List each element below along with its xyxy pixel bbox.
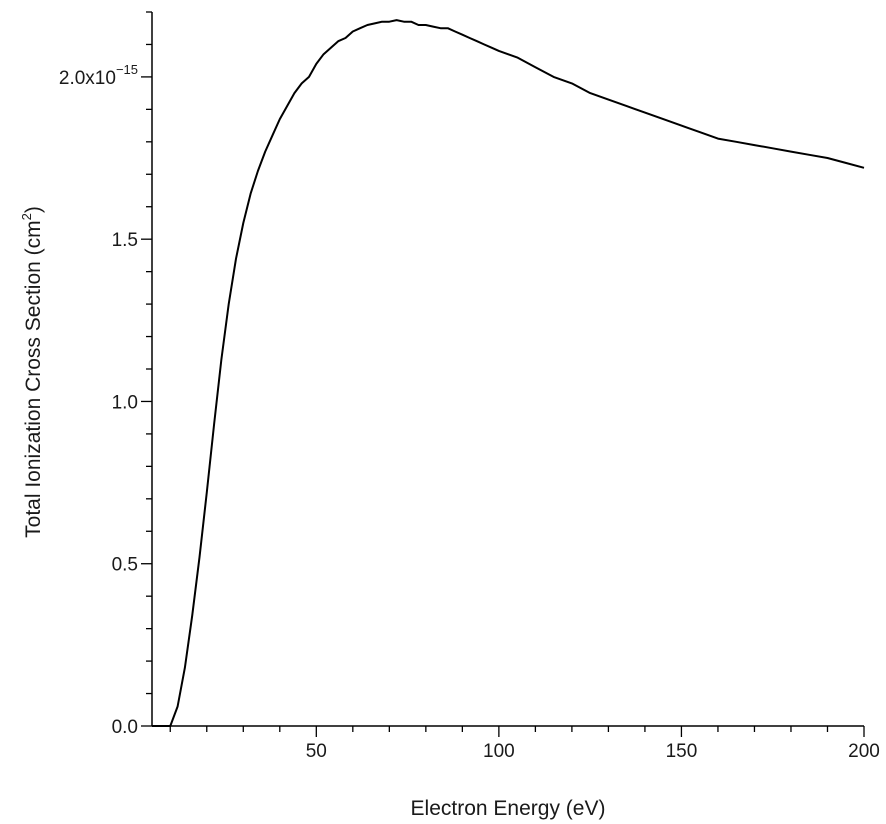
x-tick-label: 200 xyxy=(848,741,880,762)
y-axis-title: Total Ionization Cross Section (cm2) xyxy=(19,206,45,538)
cross-section-series-line xyxy=(152,19,865,727)
y-axis-ticks: 0.0 0.5 1.0 1.5 2.0x10−15 xyxy=(59,11,152,738)
y-tick-label: 0.5 xyxy=(112,555,138,576)
x-tick-label: 50 xyxy=(306,741,327,762)
y-axis-title-main: Total Ionization Cross Section (cm xyxy=(22,220,45,537)
x-tick-label: 150 xyxy=(666,741,698,762)
x-axis-title: Electron Energy (eV) xyxy=(411,797,606,820)
y-tick-label: 1.5 xyxy=(112,230,138,251)
y-axis-title-close: ) xyxy=(22,206,45,213)
y-tick-label: 0.0 xyxy=(112,717,138,738)
x-tick-label: 100 xyxy=(483,741,515,762)
y-tick-label: 1.0 xyxy=(112,392,138,413)
x-axis-ticks: 50 100 150 200 xyxy=(169,726,880,762)
plot-area xyxy=(152,19,865,727)
y-tick-label: 2.0x10−15 xyxy=(59,62,138,89)
y-axis-title-sup: 2 xyxy=(19,213,34,220)
axes: 0.0 0.5 1.0 1.5 2.0x10−15 50 100 150 200 xyxy=(59,11,880,762)
y-tick-exponent: −15 xyxy=(116,62,138,77)
